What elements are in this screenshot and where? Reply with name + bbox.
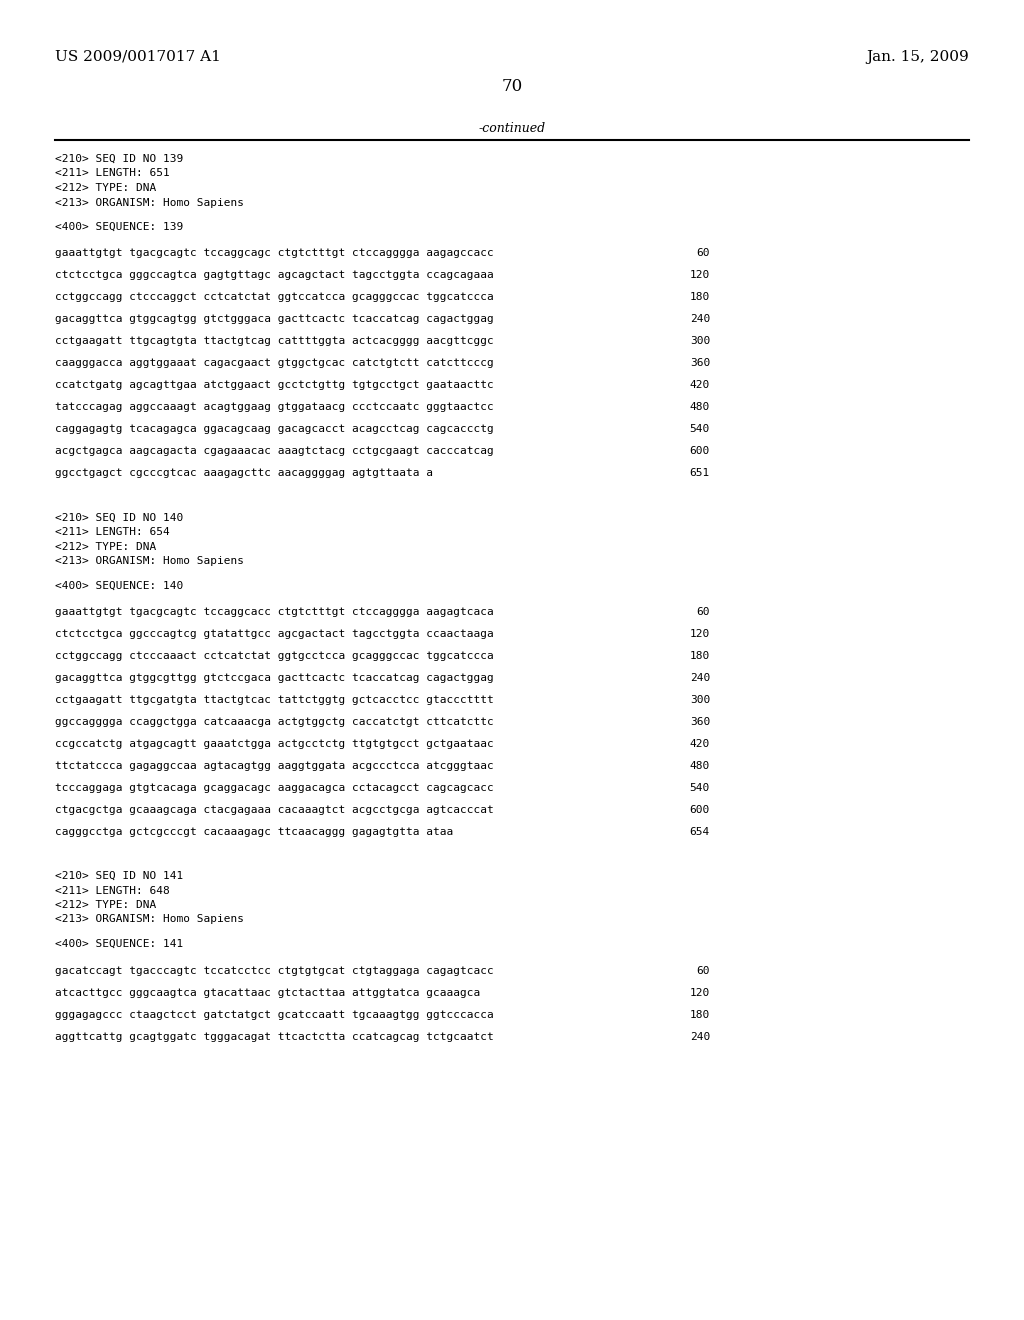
Text: <210> SEQ ID NO 140: <210> SEQ ID NO 140 — [55, 512, 183, 523]
Text: 240: 240 — [690, 673, 710, 682]
Text: ccatctgatg agcagttgaa atctggaact gcctctgttg tgtgcctgct gaataacttc: ccatctgatg agcagttgaa atctggaact gcctctg… — [55, 380, 494, 391]
Text: ctctcctgca gggccagtca gagtgttagc agcagctact tagcctggta ccagcagaaa: ctctcctgca gggccagtca gagtgttagc agcagct… — [55, 271, 494, 281]
Text: gaaattgtgt tgacgcagtc tccaggcacc ctgtctttgt ctccagggga aagagtcaca: gaaattgtgt tgacgcagtc tccaggcacc ctgtctt… — [55, 607, 494, 616]
Text: ggccagggga ccaggctgga catcaaacga actgtggctg caccatctgt cttcatcttc: ggccagggga ccaggctgga catcaaacga actgtgg… — [55, 717, 494, 727]
Text: 180: 180 — [690, 293, 710, 302]
Text: 120: 120 — [690, 630, 710, 639]
Text: <400> SEQUENCE: 141: <400> SEQUENCE: 141 — [55, 939, 183, 949]
Text: atcacttgcc gggcaagtca gtacattaac gtctacttaa attggtatca gcaaagca: atcacttgcc gggcaagtca gtacattaac gtctact… — [55, 987, 480, 998]
Text: cctggccagg ctcccaggct cctcatctat ggtccatcca gcagggccac tggcatccca: cctggccagg ctcccaggct cctcatctat ggtccat… — [55, 293, 494, 302]
Text: 480: 480 — [690, 403, 710, 412]
Text: 60: 60 — [696, 607, 710, 616]
Text: 420: 420 — [690, 739, 710, 748]
Text: 180: 180 — [690, 1010, 710, 1019]
Text: 654: 654 — [690, 828, 710, 837]
Text: ggcctgagct cgcccgtcac aaagagcttc aacaggggag agtgttaata a: ggcctgagct cgcccgtcac aaagagcttc aacaggg… — [55, 469, 433, 479]
Text: 360: 360 — [690, 359, 710, 368]
Text: 240: 240 — [690, 314, 710, 325]
Text: cctgaagatt ttgcagtgta ttactgtcag cattttggta actcacgggg aacgttcggc: cctgaagatt ttgcagtgta ttactgtcag cattttg… — [55, 337, 494, 346]
Text: tcccaggaga gtgtcacaga gcaggacagc aaggacagca cctacagcct cagcagcacc: tcccaggaga gtgtcacaga gcaggacagc aaggaca… — [55, 783, 494, 793]
Text: ccgccatctg atgagcagtt gaaatctgga actgcctctg ttgtgtgcct gctgaataac: ccgccatctg atgagcagtt gaaatctgga actgcct… — [55, 739, 494, 748]
Text: 540: 540 — [690, 425, 710, 434]
Text: <211> LENGTH: 651: <211> LENGTH: 651 — [55, 169, 170, 178]
Text: ctctcctgca ggcccagtcg gtatattgcc agcgactact tagcctggta ccaactaaga: ctctcctgca ggcccagtcg gtatattgcc agcgact… — [55, 630, 494, 639]
Text: 70: 70 — [502, 78, 522, 95]
Text: 600: 600 — [690, 446, 710, 457]
Text: cctggccagg ctcccaaact cctcatctat ggtgcctcca gcagggccac tggcatccca: cctggccagg ctcccaaact cctcatctat ggtgcct… — [55, 651, 494, 661]
Text: gacaggttca gtggcagtgg gtctgggaca gacttcactc tcaccatcag cagactggag: gacaggttca gtggcagtgg gtctgggaca gacttca… — [55, 314, 494, 325]
Text: 300: 300 — [690, 337, 710, 346]
Text: gacatccagt tgacccagtc tccatcctcc ctgtgtgcat ctgtaggaga cagagtcacc: gacatccagt tgacccagtc tccatcctcc ctgtgtg… — [55, 965, 494, 975]
Text: gaaattgtgt tgacgcagtc tccaggcagc ctgtctttgt ctccagggga aagagccacc: gaaattgtgt tgacgcagtc tccaggcagc ctgtctt… — [55, 248, 494, 259]
Text: gacaggttca gtggcgttgg gtctccgaca gacttcactc tcaccatcag cagactggag: gacaggttca gtggcgttgg gtctccgaca gacttca… — [55, 673, 494, 682]
Text: <213> ORGANISM: Homo Sapiens: <213> ORGANISM: Homo Sapiens — [55, 915, 244, 924]
Text: -continued: -continued — [478, 121, 546, 135]
Text: <211> LENGTH: 654: <211> LENGTH: 654 — [55, 527, 170, 537]
Text: 600: 600 — [690, 805, 710, 814]
Text: 120: 120 — [690, 271, 710, 281]
Text: caagggacca aggtggaaat cagacgaact gtggctgcac catctgtctt catcttcccg: caagggacca aggtggaaat cagacgaact gtggctg… — [55, 359, 494, 368]
Text: 60: 60 — [696, 248, 710, 259]
Text: tatcccagag aggccaaagt acagtggaag gtggataacg ccctccaatc gggtaactcc: tatcccagag aggccaaagt acagtggaag gtggata… — [55, 403, 494, 412]
Text: <211> LENGTH: 648: <211> LENGTH: 648 — [55, 886, 170, 895]
Text: <212> TYPE: DNA: <212> TYPE: DNA — [55, 900, 157, 909]
Text: 651: 651 — [690, 469, 710, 479]
Text: US 2009/0017017 A1: US 2009/0017017 A1 — [55, 50, 221, 63]
Text: 120: 120 — [690, 987, 710, 998]
Text: cagggcctga gctcgcccgt cacaaagagc ttcaacaggg gagagtgtta ataa: cagggcctga gctcgcccgt cacaaagagc ttcaaca… — [55, 828, 454, 837]
Text: 420: 420 — [690, 380, 710, 391]
Text: ttctatccca gagaggccaa agtacagtgg aaggtggata acgccctcca atcgggtaac: ttctatccca gagaggccaa agtacagtgg aaggtgg… — [55, 762, 494, 771]
Text: 300: 300 — [690, 696, 710, 705]
Text: 180: 180 — [690, 651, 710, 661]
Text: aggttcattg gcagtggatc tgggacagat ttcactctta ccatcagcag tctgcaatct: aggttcattg gcagtggatc tgggacagat ttcactc… — [55, 1031, 494, 1041]
Text: <212> TYPE: DNA: <212> TYPE: DNA — [55, 183, 157, 193]
Text: <210> SEQ ID NO 139: <210> SEQ ID NO 139 — [55, 154, 183, 164]
Text: <210> SEQ ID NO 141: <210> SEQ ID NO 141 — [55, 871, 183, 880]
Text: caggagagtg tcacagagca ggacagcaag gacagcacct acagcctcag cagcaccctg: caggagagtg tcacagagca ggacagcaag gacagca… — [55, 425, 494, 434]
Text: <400> SEQUENCE: 140: <400> SEQUENCE: 140 — [55, 581, 183, 590]
Text: <213> ORGANISM: Homo Sapiens: <213> ORGANISM: Homo Sapiens — [55, 198, 244, 207]
Text: 360: 360 — [690, 717, 710, 727]
Text: 240: 240 — [690, 1031, 710, 1041]
Text: <213> ORGANISM: Homo Sapiens: <213> ORGANISM: Homo Sapiens — [55, 556, 244, 566]
Text: 540: 540 — [690, 783, 710, 793]
Text: Jan. 15, 2009: Jan. 15, 2009 — [866, 50, 969, 63]
Text: 480: 480 — [690, 762, 710, 771]
Text: gggagagccc ctaagctcct gatctatgct gcatccaatt tgcaaagtgg ggtcccacca: gggagagccc ctaagctcct gatctatgct gcatcca… — [55, 1010, 494, 1019]
Text: ctgacgctga gcaaagcaga ctacgagaaa cacaaagtct acgcctgcga agtcacccat: ctgacgctga gcaaagcaga ctacgagaaa cacaaag… — [55, 805, 494, 814]
Text: 60: 60 — [696, 965, 710, 975]
Text: <400> SEQUENCE: 139: <400> SEQUENCE: 139 — [55, 222, 183, 232]
Text: <212> TYPE: DNA: <212> TYPE: DNA — [55, 541, 157, 552]
Text: cctgaagatt ttgcgatgta ttactgtcac tattctggtg gctcacctcc gtaccctttt: cctgaagatt ttgcgatgta ttactgtcac tattctg… — [55, 696, 494, 705]
Text: acgctgagca aagcagacta cgagaaacac aaagtctacg cctgcgaagt cacccatcag: acgctgagca aagcagacta cgagaaacac aaagtct… — [55, 446, 494, 457]
